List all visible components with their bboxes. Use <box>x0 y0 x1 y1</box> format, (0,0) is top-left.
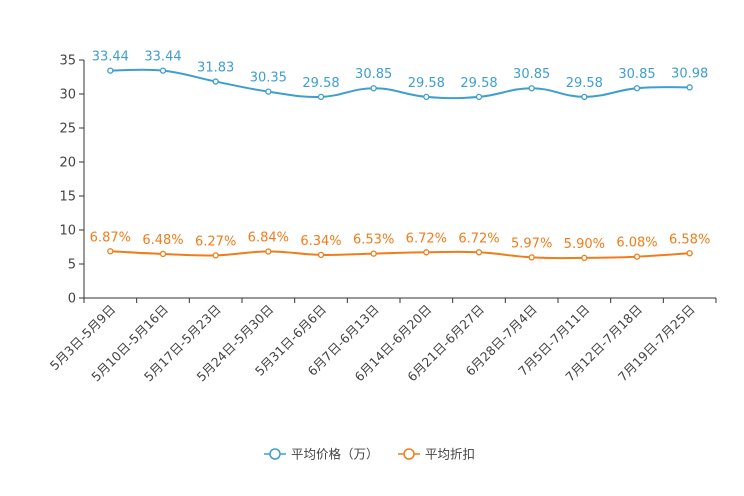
data-label: 6.34% <box>300 234 341 249</box>
data-label: 6.72% <box>406 231 447 246</box>
data-label: 30.85 <box>513 67 550 82</box>
data-point <box>370 250 377 257</box>
data-point <box>475 249 483 256</box>
data-label: 29.58 <box>408 76 445 91</box>
data-label: 30.85 <box>618 67 655 82</box>
y-tick-label: 25 <box>59 122 76 137</box>
data-point <box>159 250 167 258</box>
data-label: 6.87% <box>90 230 131 245</box>
legend-item-0[interactable]: 平均价格（万） <box>264 447 379 462</box>
y-tick-label: 35 <box>59 54 76 69</box>
data-point <box>107 248 114 255</box>
y-tick-label: 5 <box>68 258 76 273</box>
series-layer: 33.44 33.44 31.83 30.35 29.58 30.85 29.58 29.58… <box>90 50 710 262</box>
data-label: 6.48% <box>142 233 183 248</box>
data-point <box>633 253 641 260</box>
data-point <box>265 248 272 255</box>
series-line <box>110 68 690 100</box>
data-label: 5.97% <box>511 236 552 251</box>
data-point <box>212 252 219 259</box>
legend: 平均价格（万） 平均折扣 <box>264 447 475 462</box>
series-0: 33.44 33.44 31.83 30.35 29.58 30.85 29.58 29.58… <box>92 50 708 101</box>
data-label: 29.58 <box>566 76 603 91</box>
data-point <box>528 254 535 261</box>
data-label: 30.98 <box>671 66 708 81</box>
data-point <box>686 84 693 91</box>
y-tick-label: 15 <box>59 190 76 205</box>
data-point <box>317 251 325 259</box>
data-point <box>581 254 588 262</box>
data-label: 33.44 <box>92 50 129 65</box>
data-point <box>581 93 588 101</box>
data-point <box>423 93 430 101</box>
data-point <box>159 67 167 74</box>
data-label: 6.08% <box>616 236 657 251</box>
data-label: 5.90% <box>564 237 605 252</box>
legend-marker-icon <box>269 448 281 460</box>
data-label: 6.72% <box>458 231 499 246</box>
data-point <box>317 93 325 101</box>
data-label: 6.53% <box>353 233 394 248</box>
legend-label: 平均折扣 <box>425 447 475 462</box>
y-tick-label: 20 <box>59 156 76 171</box>
data-label: 30.85 <box>355 67 392 82</box>
y-axis: 0 5 10 15 20 25 30 35 <box>59 54 85 307</box>
data-label: 30.35 <box>250 71 287 86</box>
y-tick-label: 0 <box>68 292 76 307</box>
data-point <box>212 78 219 85</box>
data-point <box>686 250 693 257</box>
data-point <box>475 93 483 101</box>
x-axis: 5月3日-5月9日5月10日-5月16日5月17日-5月23日5月24日-5月3… <box>47 297 717 384</box>
data-label: 29.58 <box>460 76 497 91</box>
data-point <box>370 85 377 92</box>
legend-item-1[interactable]: 平均折扣 <box>398 447 475 462</box>
data-label: 29.58 <box>302 76 339 91</box>
y-tick-label: 10 <box>59 224 76 239</box>
data-point <box>423 249 430 256</box>
legend-marker-icon <box>403 448 415 460</box>
data-point <box>107 67 114 74</box>
data-label: 6.27% <box>195 234 236 249</box>
data-point <box>528 85 535 92</box>
series-line <box>110 250 690 260</box>
data-label: 33.44 <box>144 50 181 65</box>
data-label: 6.84% <box>248 230 289 245</box>
data-label: 6.58% <box>669 232 710 247</box>
data-label: 31.83 <box>197 61 234 76</box>
y-tick-label: 30 <box>59 88 76 103</box>
series-1: 6.87% 6.48% 6.27% 6.84% 6.34% 6.53% 6.72% 6.72%… <box>90 230 710 262</box>
legend-label: 平均价格（万） <box>291 447 379 462</box>
data-point <box>633 85 641 92</box>
data-point <box>265 88 272 95</box>
